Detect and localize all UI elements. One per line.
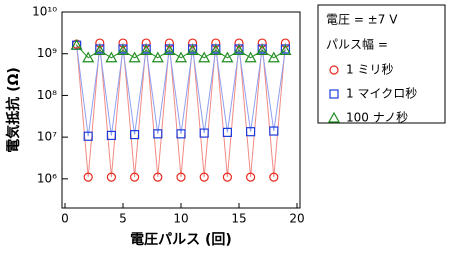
legend-title: 電圧 = ±7 V (326, 13, 398, 27)
series-line (76, 44, 286, 59)
marker (128, 51, 141, 63)
marker (329, 65, 339, 75)
x-tick-label: 20 (289, 212, 304, 226)
marker (176, 172, 186, 182)
marker (234, 38, 244, 48)
marker (329, 89, 339, 99)
marker (188, 38, 198, 48)
marker (118, 38, 128, 48)
marker (163, 44, 176, 56)
marker (267, 51, 280, 63)
x-tick-label: 5 (119, 212, 127, 226)
marker (269, 126, 279, 136)
marker (327, 111, 341, 123)
y-tick-label: 10¹⁰ (32, 5, 57, 19)
marker (246, 172, 256, 182)
marker (209, 44, 222, 56)
x-axis-label: 電圧パルス (回) (130, 231, 232, 248)
legend-label: 1 マイクロ秒 (346, 87, 417, 101)
x-tick-label: 10 (173, 212, 188, 226)
y-tick-label: 10⁷ (37, 130, 57, 144)
marker (151, 51, 164, 63)
marker (93, 44, 106, 56)
y-tick-label: 10⁸ (37, 88, 57, 102)
marker (257, 38, 267, 48)
x-tick-label: 15 (231, 212, 246, 226)
y-axis-label: 電気抵抗 (Ω) (5, 67, 22, 153)
marker (95, 38, 105, 48)
legend-box (317, 4, 446, 124)
marker (153, 129, 163, 139)
marker (106, 130, 117, 141)
marker (82, 51, 95, 63)
marker (280, 38, 290, 48)
marker (199, 128, 209, 138)
marker (279, 44, 292, 56)
marker (221, 51, 234, 63)
y-tick-label: 10⁶ (37, 171, 57, 185)
x-tick-label: 0 (61, 212, 69, 226)
marker (232, 44, 246, 56)
marker (198, 51, 211, 63)
marker (222, 172, 232, 182)
marker (211, 38, 221, 48)
marker (105, 51, 118, 63)
marker (186, 44, 199, 56)
marker (83, 172, 93, 182)
marker (199, 172, 209, 182)
marker (70, 38, 83, 50)
marker (222, 127, 232, 137)
y-tick-label: 10⁹ (37, 46, 57, 60)
plot-frame (61, 11, 301, 209)
marker (174, 51, 188, 63)
series-line (76, 45, 286, 137)
marker (246, 127, 256, 137)
marker (83, 131, 93, 141)
marker (140, 44, 153, 56)
marker (244, 51, 257, 63)
marker (256, 44, 269, 56)
marker (141, 38, 151, 48)
marker (164, 38, 174, 48)
legend-subtitle: パルス幅 = (326, 37, 388, 52)
marker (269, 172, 279, 182)
marker (130, 130, 140, 140)
series-line (76, 43, 286, 178)
legend-label: 100 ナノ秒 (346, 111, 408, 125)
marker (106, 172, 117, 182)
marker (130, 172, 140, 182)
marker (116, 44, 130, 56)
marker (176, 129, 186, 139)
legend-label: 1 ミリ秒 (346, 63, 393, 77)
marker (153, 172, 163, 182)
